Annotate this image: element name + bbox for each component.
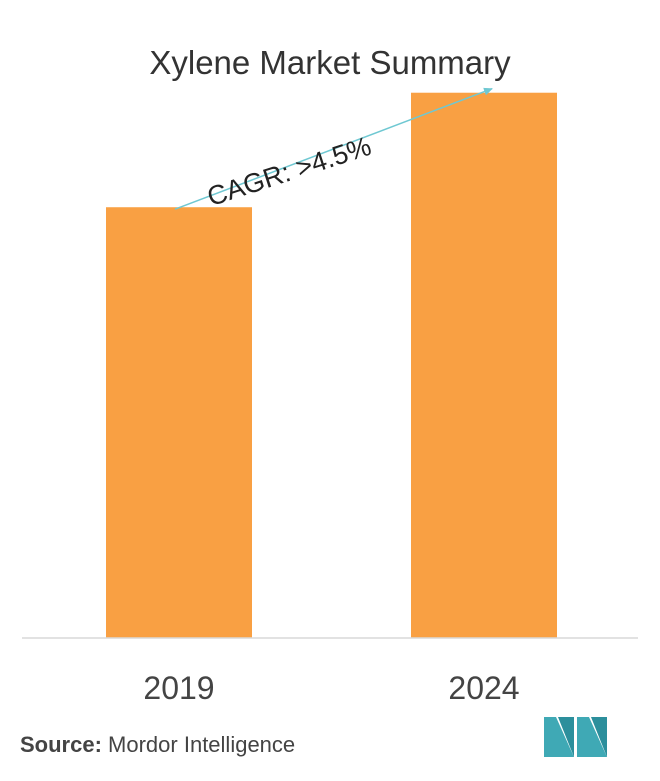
- source-note: Source: Mordor Intelligence: [20, 732, 295, 758]
- chart-title: Xylene Market Summary: [149, 44, 511, 81]
- source-text: Mordor Intelligence: [108, 732, 296, 757]
- mordor-logo: [544, 717, 607, 757]
- cagr-annotation: CAGR: >4.5%: [204, 131, 375, 212]
- x-tick-label-2024: 2024: [448, 670, 519, 706]
- source-label: Source:: [20, 732, 102, 757]
- x-tick-label-2019: 2019: [143, 670, 214, 706]
- cagr-arrow: [174, 87, 493, 210]
- bar-2019: [106, 207, 252, 638]
- bar-2024: [411, 92, 557, 638]
